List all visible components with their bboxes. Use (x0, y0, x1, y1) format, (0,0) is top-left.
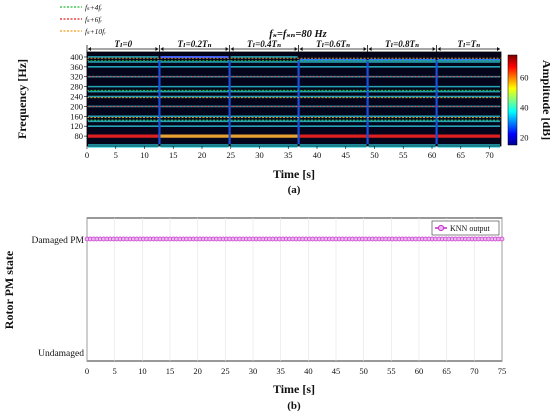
x-tick-label: 25 (227, 150, 236, 160)
x-tick-label: 35 (276, 366, 285, 376)
x-tick-label: 60 (415, 366, 424, 376)
x-tick-label: 65 (442, 366, 451, 376)
caption-b: (b) (287, 400, 301, 412)
legend-b-label: KNN output (450, 224, 491, 233)
x-tick-label: 55 (399, 150, 408, 160)
y-tick-label: 400 (70, 52, 83, 62)
x-tick-label: 70 (485, 150, 494, 160)
legend-label-orange: fₛ+10fᵣ (85, 27, 106, 36)
legend-b: KNN output (431, 220, 500, 236)
colorbar-tick-label: 20 (520, 133, 529, 143)
colorbar-tick-label: 40 (520, 103, 529, 113)
x-tick-label: 10 (138, 366, 147, 376)
spectrogram-ylabel: Frequency [Hz] (15, 59, 29, 139)
legend-label-red: fₛ+6fᵣ (85, 15, 103, 24)
state-plot-grid (86, 218, 503, 361)
load-segments: Tₗ=0 Tₗ=0.2Tₙ Tₗ=0.4Tₙ Tₗ=0.6Tₙ Tₗ=0.8Tₙ Tₗ=T… (86, 39, 500, 52)
x-tick-label: 5 (114, 150, 118, 160)
segment-label: Tₗ=Tₙ (457, 39, 480, 49)
x-tick-label: 15 (169, 150, 178, 160)
legend-b-box (431, 220, 500, 236)
x-tick-label: 20 (193, 366, 202, 376)
x-tick-label: 45 (332, 366, 341, 376)
knn-output-markers (84, 236, 505, 242)
spectrogram-background (87, 52, 501, 146)
x-tick-label: 10 (140, 150, 149, 160)
x-tick-label: 0 (85, 366, 89, 376)
state-xlabel: Time [s] (273, 382, 315, 396)
x-tick-label: 50 (370, 150, 379, 160)
spectrogram-x-ticks: 0 5 10 15 20 25 30 35 40 45 50 55 60 65 70 (85, 146, 494, 160)
caption-a: (a) (288, 184, 301, 196)
y-tick-label: 280 (70, 82, 83, 92)
y-tick-label: 160 (70, 111, 83, 121)
spectrogram-frame (86, 51, 502, 147)
colorbar-label: Amplitude [dB] (540, 60, 550, 140)
y-tick-label: 200 (70, 101, 83, 111)
colorbar-tick-label: 60 (520, 73, 529, 83)
state-x-ticks: 0 5 10 15 20 25 30 35 40 45 50 55 60 65 70 75 (85, 366, 506, 376)
legend-b-marker (437, 224, 445, 232)
segment-label: Tₗ=0 (114, 39, 132, 49)
y-tick-label: 360 (70, 62, 83, 72)
segment-label: Tₗ=0.6Tₙ (316, 39, 350, 49)
harmonic-markers (87, 57, 501, 121)
x-tick-label: 25 (221, 366, 230, 376)
x-tick-label: 45 (342, 150, 351, 160)
x-tick-label: 60 (428, 150, 437, 160)
x-tick-label: 30 (255, 150, 264, 160)
ytick-undamaged: Undamaged (38, 349, 84, 359)
segment-label: Tₗ=0.8Tₙ (385, 39, 419, 49)
knn-point (499, 236, 505, 242)
x-tick-label: 50 (359, 366, 368, 376)
segment-label: Tₗ=0.2Tₙ (177, 39, 211, 49)
y-tick-label: 80 (75, 131, 84, 141)
x-tick-label: 70 (470, 366, 479, 376)
x-tick-label: 15 (166, 366, 175, 376)
state-ylabel: Rotor PM state (2, 250, 16, 329)
x-tick-label: 35 (284, 150, 293, 160)
x-tick-label: 55 (387, 366, 396, 376)
legend-label-green: fₛ+4fᵣ (85, 3, 103, 12)
x-tick-label: 20 (198, 150, 207, 160)
colorbar (507, 54, 518, 146)
x-tick-label: 40 (304, 366, 313, 376)
spectrogram-title: fₛ=fₛₙ=80 Hz (269, 29, 327, 40)
segment-label: Tₗ=0.4Tₙ (247, 39, 281, 49)
legend-a: fₛ+4fᵣ fₛ+6fᵣ fₛ+10fᵣ (60, 3, 106, 36)
x-tick-label: 40 (313, 150, 322, 160)
x-tick-label: 5 (113, 366, 117, 376)
colorbar-ticks: 20 40 60 (520, 73, 529, 143)
y-tick-label: 120 (70, 121, 83, 131)
ytick-damaged: Damaged PM (31, 236, 84, 246)
spectrogram-xlabel: Time [s] (273, 167, 315, 181)
x-tick-label: 0 (85, 150, 89, 160)
x-tick-label: 65 (457, 150, 466, 160)
y-tick-label: 240 (70, 92, 83, 102)
x-tick-label: 30 (249, 366, 258, 376)
x-tick-label: 75 (498, 366, 507, 376)
y-tick-label: 320 (70, 72, 83, 82)
state-plot-area (86, 217, 503, 362)
